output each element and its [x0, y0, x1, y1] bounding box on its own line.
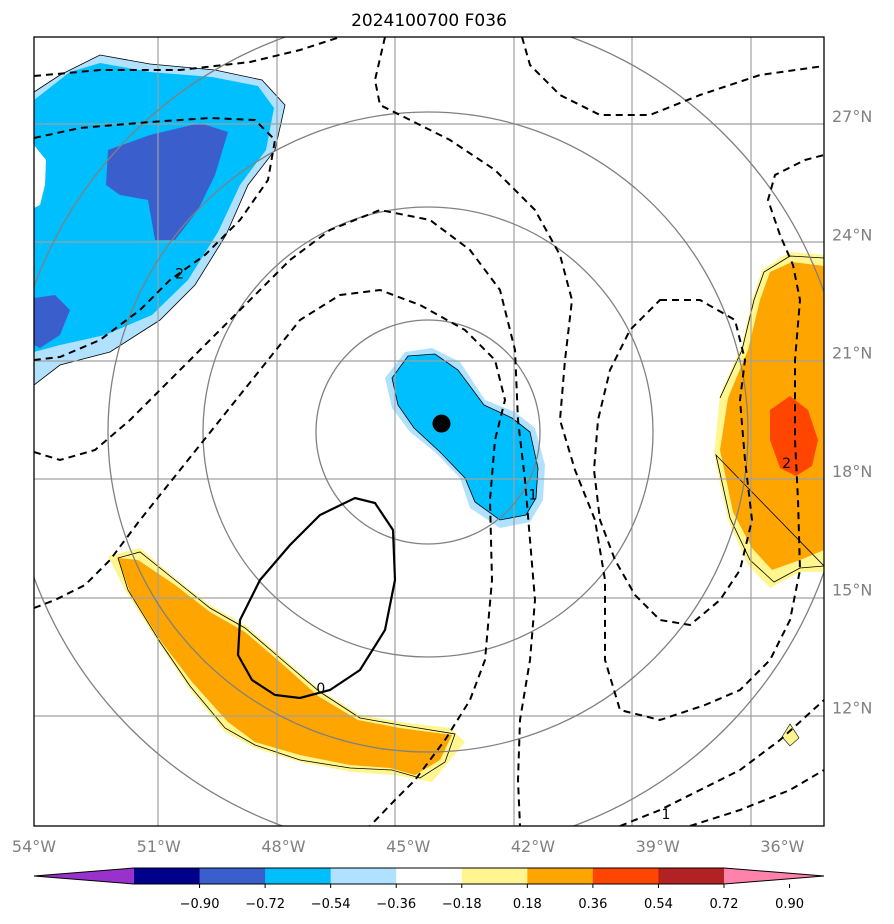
colorbar-tick-label: 0.18	[513, 897, 542, 912]
contour-label: 1	[528, 488, 537, 504]
colorbar-tick-label: −0.36	[376, 897, 416, 912]
latitude-labels: 27°N 24°N 21°N 18°N 15°N 12°N	[832, 107, 872, 718]
contour-label: 0	[316, 681, 325, 697]
colorbar-tick-label: −0.72	[245, 897, 285, 912]
longitude-tick-label: 45°W	[386, 837, 430, 856]
colorbar-segment	[330, 868, 397, 884]
colorbar-tick-label: 0.90	[775, 897, 804, 912]
colorbar-segment	[658, 868, 725, 884]
longitude-labels: 54°W 51°W 48°W 45°W 42°W 39°W 36°W	[12, 837, 805, 856]
colorbar-segment	[592, 868, 659, 884]
colorbar-tick-label: −0.54	[311, 897, 351, 912]
dashed-contours	[34, 37, 824, 826]
negative-anomaly-northwest	[34, 54, 286, 386]
colorbar-tick-label: −0.18	[442, 897, 482, 912]
colorbar-segment	[199, 868, 266, 884]
zero-contour	[236, 496, 397, 700]
positive-anomaly-southwest	[108, 548, 465, 782]
colorbar-tick-label: 0.36	[578, 897, 607, 912]
longitude-tick-label: 54°W	[12, 837, 56, 856]
latitude-tick-label: 27°N	[832, 107, 872, 126]
colorbar-outline	[33, 867, 825, 885]
contour-label: 1	[662, 807, 671, 823]
colorbar-segment	[461, 868, 528, 884]
latitude-tick-label: 15°N	[832, 580, 872, 599]
colorbar-tick-label: 0.72	[710, 897, 739, 912]
map-frame	[33, 36, 825, 827]
colorbar: −0.90 −0.72 −0.54 −0.36 −0.18 0.18 0.36 0.54 0.7…	[33, 867, 825, 912]
colorbar-segment	[527, 868, 594, 884]
colorbar-segment	[396, 868, 463, 884]
contour-label: 2	[175, 267, 184, 283]
colorbar-segment	[134, 868, 201, 884]
range-rings	[34, 37, 824, 826]
longitude-tick-label: 48°W	[261, 837, 305, 856]
latitude-tick-label: 24°N	[832, 225, 872, 244]
figure-title: 2024100700 F036	[351, 11, 507, 31]
colorbar-extend-high	[724, 868, 824, 884]
map-area: 2 1 2 0 1	[34, 37, 824, 826]
colorbar-extend-low	[34, 868, 134, 884]
contour-labels: 2 1 2 0 1	[175, 267, 791, 823]
colorbar-tick-label: −0.90	[180, 897, 220, 912]
longitude-tick-label: 42°W	[511, 837, 555, 856]
latitude-tick-label: 12°N	[832, 699, 872, 718]
longitude-tick-label: 51°W	[137, 837, 181, 856]
contour-label: 2	[782, 456, 791, 472]
colorbar-tick-label: 0.54	[644, 897, 673, 912]
latitude-tick-label: 18°N	[832, 462, 872, 481]
colorbar-segment	[265, 868, 332, 884]
longitude-tick-label: 36°W	[760, 837, 804, 856]
longitude-tick-label: 39°W	[636, 837, 680, 856]
storm-center-marker	[432, 414, 451, 433]
latitude-tick-label: 21°N	[832, 344, 872, 363]
